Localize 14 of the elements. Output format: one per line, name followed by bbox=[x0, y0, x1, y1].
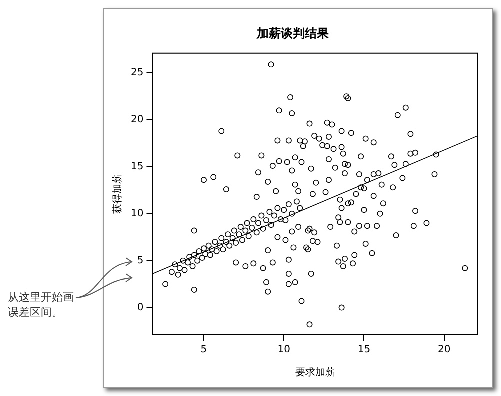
y-tick-label: 25 bbox=[130, 68, 144, 79]
x-axis-title: 要求加薪 bbox=[295, 366, 336, 379]
text: 从这里开始画误差区间。 bbox=[8, 290, 75, 320]
chart-title: 加薪谈判结果 bbox=[256, 26, 330, 40]
y-tick-label: 0 bbox=[137, 302, 144, 314]
y-tick-label: 5 bbox=[137, 255, 144, 266]
x-tick-label: 5 bbox=[200, 344, 208, 356]
x-tick-label: 10 bbox=[278, 344, 290, 356]
y-axis-title: 获得加薪 bbox=[112, 174, 124, 214]
y-tick-label: 15 bbox=[130, 162, 144, 173]
y-tick-label: 20 bbox=[130, 114, 144, 126]
x-tick-label: 15 bbox=[358, 344, 371, 356]
x-tick-label: 20 bbox=[438, 344, 451, 356]
y-tick-label: 10 bbox=[130, 208, 144, 220]
